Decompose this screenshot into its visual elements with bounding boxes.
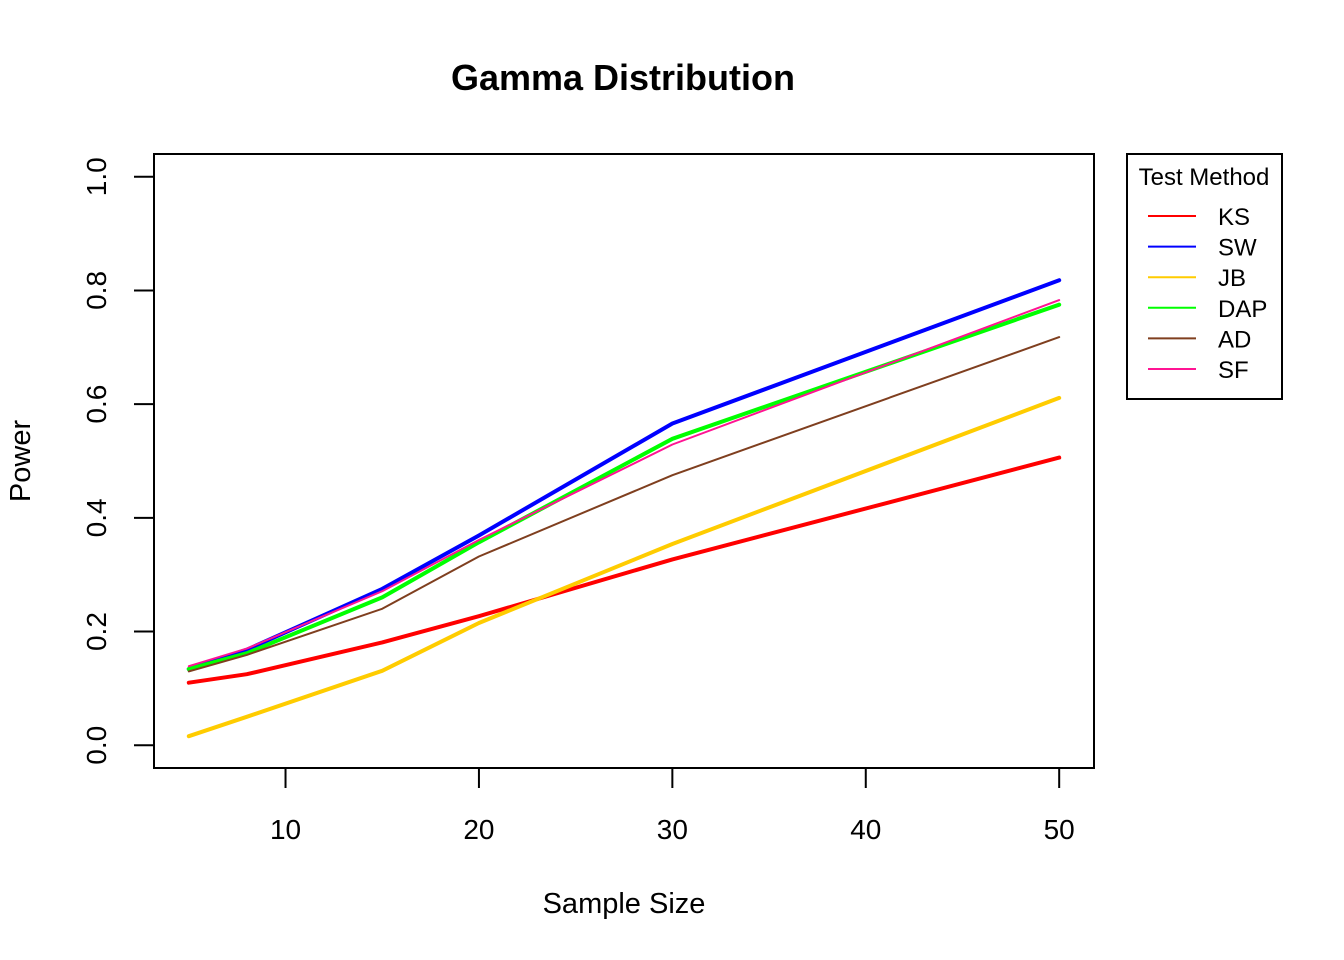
legend-item-dap: DAP — [1148, 296, 1267, 323]
series-layer — [186, 278, 1062, 739]
x-tick-label: 20 — [463, 814, 494, 845]
legend-title: Test Method — [1139, 164, 1270, 191]
y-tick-label: 0.0 — [81, 726, 112, 765]
plot-frame — [153, 153, 1095, 769]
series-line-ad — [187, 336, 1061, 673]
x-axis: 10 20 30 40 50 — [270, 767, 1075, 845]
legend-label: DAP — [1218, 296, 1267, 323]
y-tick-label: 0.8 — [81, 271, 112, 310]
legend-label: AD — [1218, 326, 1251, 353]
x-tick-label: 40 — [850, 814, 881, 845]
series-line-sf — [187, 299, 1061, 668]
series-line-jb — [186, 395, 1062, 739]
y-tick-label: 1.0 — [81, 157, 112, 196]
chart-title: Gamma Distribution — [451, 57, 795, 98]
legend-item-sw: SW — [1148, 235, 1257, 262]
x-tick-label: 30 — [657, 814, 688, 845]
legend-item-sf: SF — [1148, 357, 1249, 384]
legend-item-ks: KS — [1148, 204, 1250, 231]
legend-item-jb: JB — [1148, 265, 1246, 292]
legend: Test Method KS SW JB DAP AD SF — [1126, 153, 1283, 400]
x-tick-label: 10 — [270, 814, 301, 845]
series-line-dap — [186, 302, 1062, 672]
y-tick-label: 0.4 — [81, 498, 112, 537]
series-line-sw — [186, 278, 1062, 672]
legend-label: JB — [1218, 265, 1246, 292]
x-axis-label: Sample Size — [543, 888, 706, 920]
y-tick-label: 0.6 — [81, 385, 112, 424]
legend-item-ad: AD — [1148, 326, 1251, 353]
x-tick-label: 50 — [1044, 814, 1075, 845]
legend-label: SF — [1218, 357, 1249, 384]
legend-label: SW — [1218, 235, 1257, 262]
y-axis-label: Power — [5, 420, 37, 503]
y-axis: 0.0 0.2 0.4 0.6 0.8 1.0 — [81, 157, 155, 765]
legend-label: KS — [1218, 204, 1250, 231]
series-line-ks — [186, 455, 1062, 685]
legend-items: KS SW JB DAP AD SF — [1148, 204, 1267, 384]
y-tick-label: 0.2 — [81, 612, 112, 651]
